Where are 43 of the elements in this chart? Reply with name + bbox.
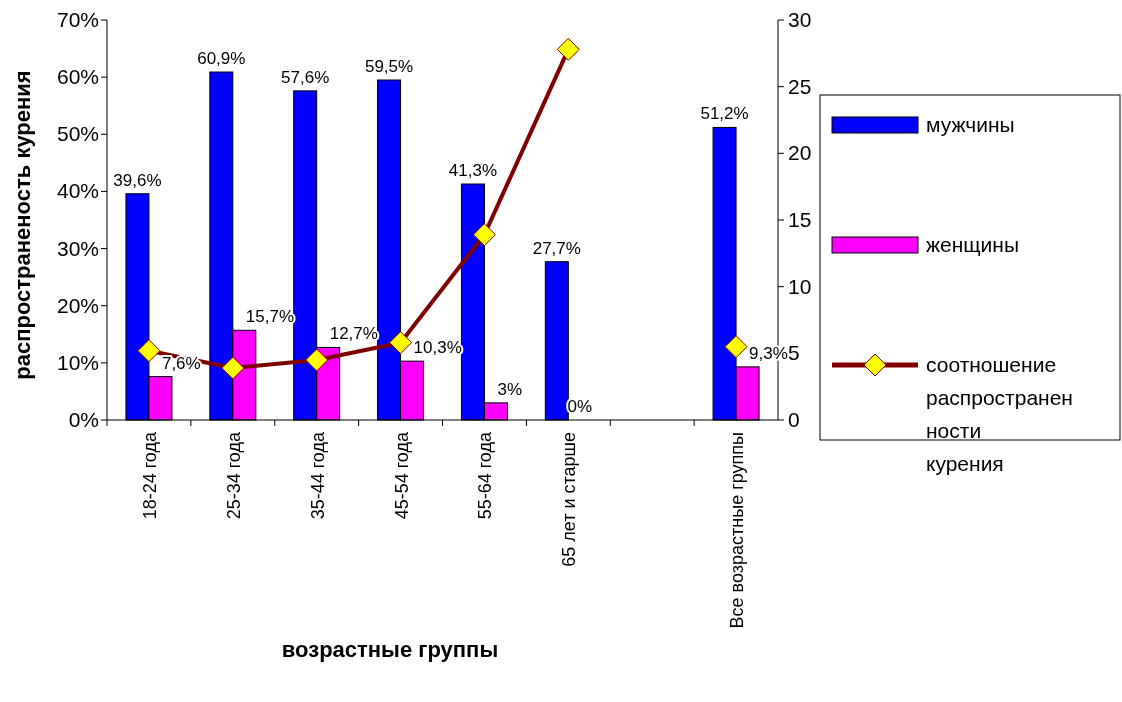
legend-label: мужчины	[926, 113, 1015, 136]
data-label: 41,3%	[448, 161, 498, 180]
y2-tick-label: 10	[788, 274, 812, 298]
y-tick-label: 50%	[56, 122, 99, 146]
y2-tick-label: 5	[788, 341, 800, 365]
data-label: 3%	[497, 379, 523, 399]
y-tick-label: 10%	[56, 350, 99, 374]
data-label: 59,5%	[364, 57, 414, 76]
point	[389, 331, 413, 355]
x-axis-title: возрастные группы	[281, 637, 499, 662]
data-label: 51,2%	[700, 104, 749, 124]
legend-label: женщины	[926, 233, 1020, 256]
data-label: 60,9%	[197, 49, 246, 68]
x-tick-label: 25-34 года	[223, 431, 244, 520]
y-tick-label: 60%	[56, 65, 99, 89]
data-label: 7,6%	[161, 353, 201, 373]
point	[724, 335, 748, 359]
y-tick-label: 30%	[56, 236, 99, 260]
data-label: 9,3%	[749, 343, 788, 363]
y-tick-label: 0%	[68, 408, 99, 431]
y2-tick-label: 30	[788, 8, 812, 31]
y2-tick-label: 20	[788, 141, 812, 165]
point	[556, 37, 580, 61]
y-axis-title: распространеность курения	[10, 70, 35, 380]
y2-tick-label: 25	[788, 74, 812, 98]
x-tick-label: 55-64 года	[475, 431, 496, 520]
data-label: 57,6%	[281, 67, 330, 87]
x-tick-label: 35-44 года	[307, 431, 328, 520]
data-label: 27,7%	[532, 238, 581, 258]
y-tick-label: 20%	[56, 293, 99, 317]
y-tick-label: 70%	[56, 8, 99, 31]
x-tick-label: 18-24 года	[139, 431, 160, 520]
point	[472, 223, 496, 247]
legend-label: соотношение распространенности курения	[926, 353, 1073, 475]
x-tick-label: 65 лет и старше	[559, 432, 580, 567]
x-tick-label: 45-54 года	[391, 431, 412, 520]
y2-tick-label: 0	[788, 408, 800, 431]
point	[137, 339, 161, 363]
y-tick-label: 40%	[56, 179, 99, 203]
x-tick-label: Все возрастные группы	[727, 432, 748, 629]
y2-tick-label: 15	[788, 208, 812, 231]
point	[305, 348, 329, 372]
data-label: 39,6%	[113, 170, 162, 190]
